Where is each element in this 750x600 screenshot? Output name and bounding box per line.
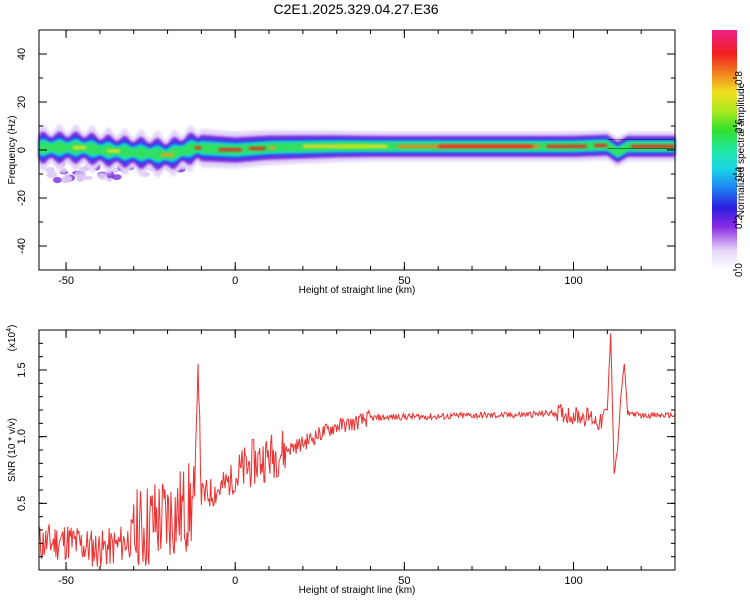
spectrogram-noise-blob bbox=[99, 174, 107, 180]
spectrogram-xtick-label: 100 bbox=[564, 275, 582, 287]
spectrogram-core-segment bbox=[106, 149, 121, 153]
spectrogram-core-segment bbox=[218, 148, 242, 152]
snr-scale-label: (x104) bbox=[6, 325, 18, 352]
snr-scale-prefix: (x10 bbox=[7, 331, 18, 351]
spectrogram-noise-blob bbox=[52, 176, 62, 184]
spectrogram-xtick-label: -50 bbox=[58, 275, 74, 287]
snr-ytick-label: 0.5 bbox=[16, 496, 28, 511]
colorbar-tick-label: 0.4 bbox=[734, 167, 745, 181]
spectrogram-core-segment bbox=[194, 146, 202, 150]
spectrogram-core-segment bbox=[72, 146, 87, 150]
spectrogram-core-segment bbox=[631, 144, 675, 148]
spectrogram-ylabel: Frequency (Hz) bbox=[7, 116, 18, 185]
colorbar-label: Normalized spectral amplitude bbox=[736, 82, 747, 217]
snr-scale-close: ) bbox=[7, 325, 18, 328]
spectrogram-ytick-label: -20 bbox=[16, 190, 28, 206]
spectrogram-core-segment bbox=[269, 146, 276, 150]
snr-scale-exp: 4 bbox=[6, 328, 13, 332]
snr-xtick-label: 0 bbox=[232, 575, 238, 587]
snr-marks bbox=[38, 333, 676, 567]
snr-ytick-label: 1.0 bbox=[16, 429, 28, 444]
spectrogram-xtick-label: 50 bbox=[398, 275, 410, 287]
spectrogram-noise-blob bbox=[74, 171, 86, 179]
snr-plot-area bbox=[39, 330, 675, 570]
snr-xtick-label: 50 bbox=[398, 575, 410, 587]
snr-panel: -50 0 50 100 0.5 1.0 1.5 Height of straight li… bbox=[6, 325, 676, 596]
spectrogram-core-segment bbox=[160, 153, 175, 157]
spectrogram-noise-blob bbox=[111, 174, 122, 180]
colorbar: 0.0 0.2 0.4 0.6 0.8 Normalized spectral ampl… bbox=[712, 30, 747, 277]
spectrogram-xtick-label: 0 bbox=[232, 275, 238, 287]
colorbar-ticks: 0.0 0.2 0.4 0.6 0.8 bbox=[733, 71, 745, 277]
colorbar-gradient bbox=[712, 30, 737, 270]
spectrogram-axes: -50 0 50 100 -40 -20 0 20 40 bbox=[16, 29, 676, 287]
snr-ylabel: SNR (10 * v/v) bbox=[7, 418, 18, 482]
snr-ytick-label: 1.5 bbox=[16, 362, 28, 377]
spectrogram-core-segment bbox=[438, 144, 533, 148]
colorbar-tick-label: 0.8 bbox=[734, 71, 745, 85]
spectrogram-ytick-label: 0 bbox=[16, 147, 28, 153]
colorbar-tick-label: 0.6 bbox=[734, 119, 745, 133]
spectrogram-ytick-label: 20 bbox=[16, 96, 28, 108]
snr-xtick-label: 100 bbox=[564, 575, 582, 587]
spectrogram-ytick-label: 40 bbox=[16, 48, 28, 60]
spectrogram-panel: -50 0 50 100 -40 -20 0 20 40 Height of straight … bbox=[7, 29, 676, 296]
spectrogram-marks bbox=[39, 123, 675, 184]
spectrogram-core-segment bbox=[546, 144, 588, 148]
spectrogram-noise-blob bbox=[46, 171, 58, 179]
snr-axes: -50 0 50 100 0.5 1.0 1.5 bbox=[16, 329, 676, 587]
spectrogram-core-segment bbox=[336, 144, 371, 148]
spectrogram-core-segment bbox=[593, 143, 608, 147]
spectrogram-noise-blob bbox=[62, 174, 73, 183]
figure-title: C2E1.2025.329.04.27.E36 bbox=[273, 1, 438, 17]
spectrogram-core-segment bbox=[248, 146, 266, 150]
snr-series-line bbox=[38, 333, 676, 567]
spectrogram-ytick-label: -40 bbox=[16, 238, 28, 254]
colorbar-tick-label: 0.0 bbox=[734, 263, 745, 277]
snr-xlabel: Height of straight line (km) bbox=[299, 585, 416, 596]
spectrogram-noise-blob bbox=[112, 167, 119, 173]
spectrogram-xlabel: Height of straight line (km) bbox=[299, 285, 416, 296]
colorbar-tick-label: 0.2 bbox=[734, 215, 745, 229]
snr-xtick-label: -50 bbox=[58, 575, 74, 587]
